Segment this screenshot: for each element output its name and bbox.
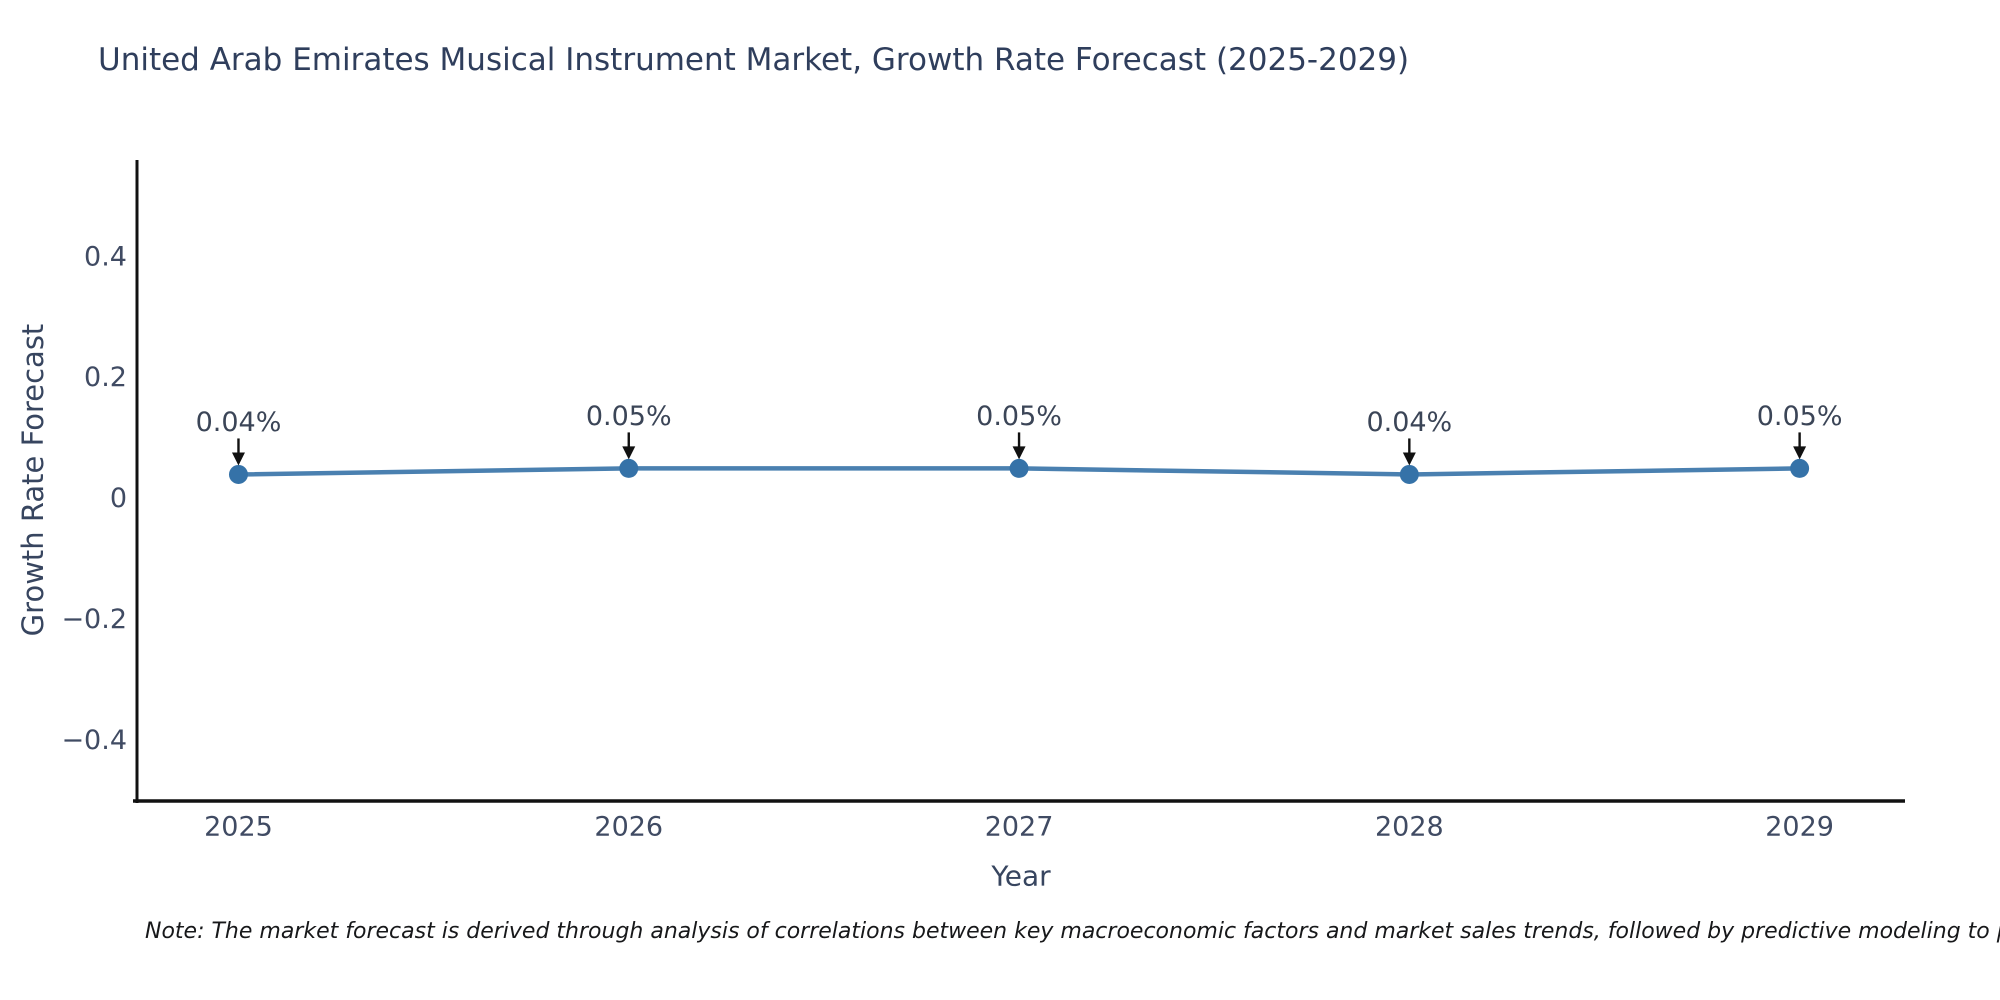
x-tick-label: 2025 xyxy=(204,812,273,843)
point-annotation: 0.04% xyxy=(1366,407,1452,438)
chart-title: United Arab Emirates Musical Instrument … xyxy=(98,42,1410,78)
point-annotation: 0.04% xyxy=(196,407,282,438)
annotation-arrowhead-icon xyxy=(1793,446,1807,460)
footnote: Note: The market forecast is derived thr… xyxy=(145,919,2000,944)
data-point-marker xyxy=(228,464,248,484)
data-point-marker xyxy=(1399,464,1419,484)
annotation-arrowhead-icon xyxy=(622,446,636,460)
data-point-marker xyxy=(619,458,639,478)
x-tick-label: 2027 xyxy=(985,812,1054,843)
y-tick-label: 0.2 xyxy=(84,362,127,393)
y-tick-label: −0.4 xyxy=(61,725,127,756)
point-annotation: 0.05% xyxy=(586,401,672,432)
annotation-arrowhead-icon xyxy=(1012,446,1026,460)
y-tick-label: −0.2 xyxy=(61,604,127,635)
annotation-arrowhead-icon xyxy=(231,452,245,466)
point-annotation: 0.05% xyxy=(1757,401,1843,432)
y-tick-label: 0 xyxy=(110,483,127,514)
x-tick-label: 2028 xyxy=(1375,812,1444,843)
x-axis-label: Year xyxy=(991,859,1051,893)
y-tick-label: 0.4 xyxy=(84,241,127,272)
x-tick-label: 2029 xyxy=(1765,812,1834,843)
point-annotation: 0.05% xyxy=(976,401,1062,432)
data-point-marker xyxy=(1790,458,1810,478)
annotation-arrowhead-icon xyxy=(1402,452,1416,466)
data-point-marker xyxy=(1009,458,1029,478)
x-tick-label: 2026 xyxy=(594,812,663,843)
